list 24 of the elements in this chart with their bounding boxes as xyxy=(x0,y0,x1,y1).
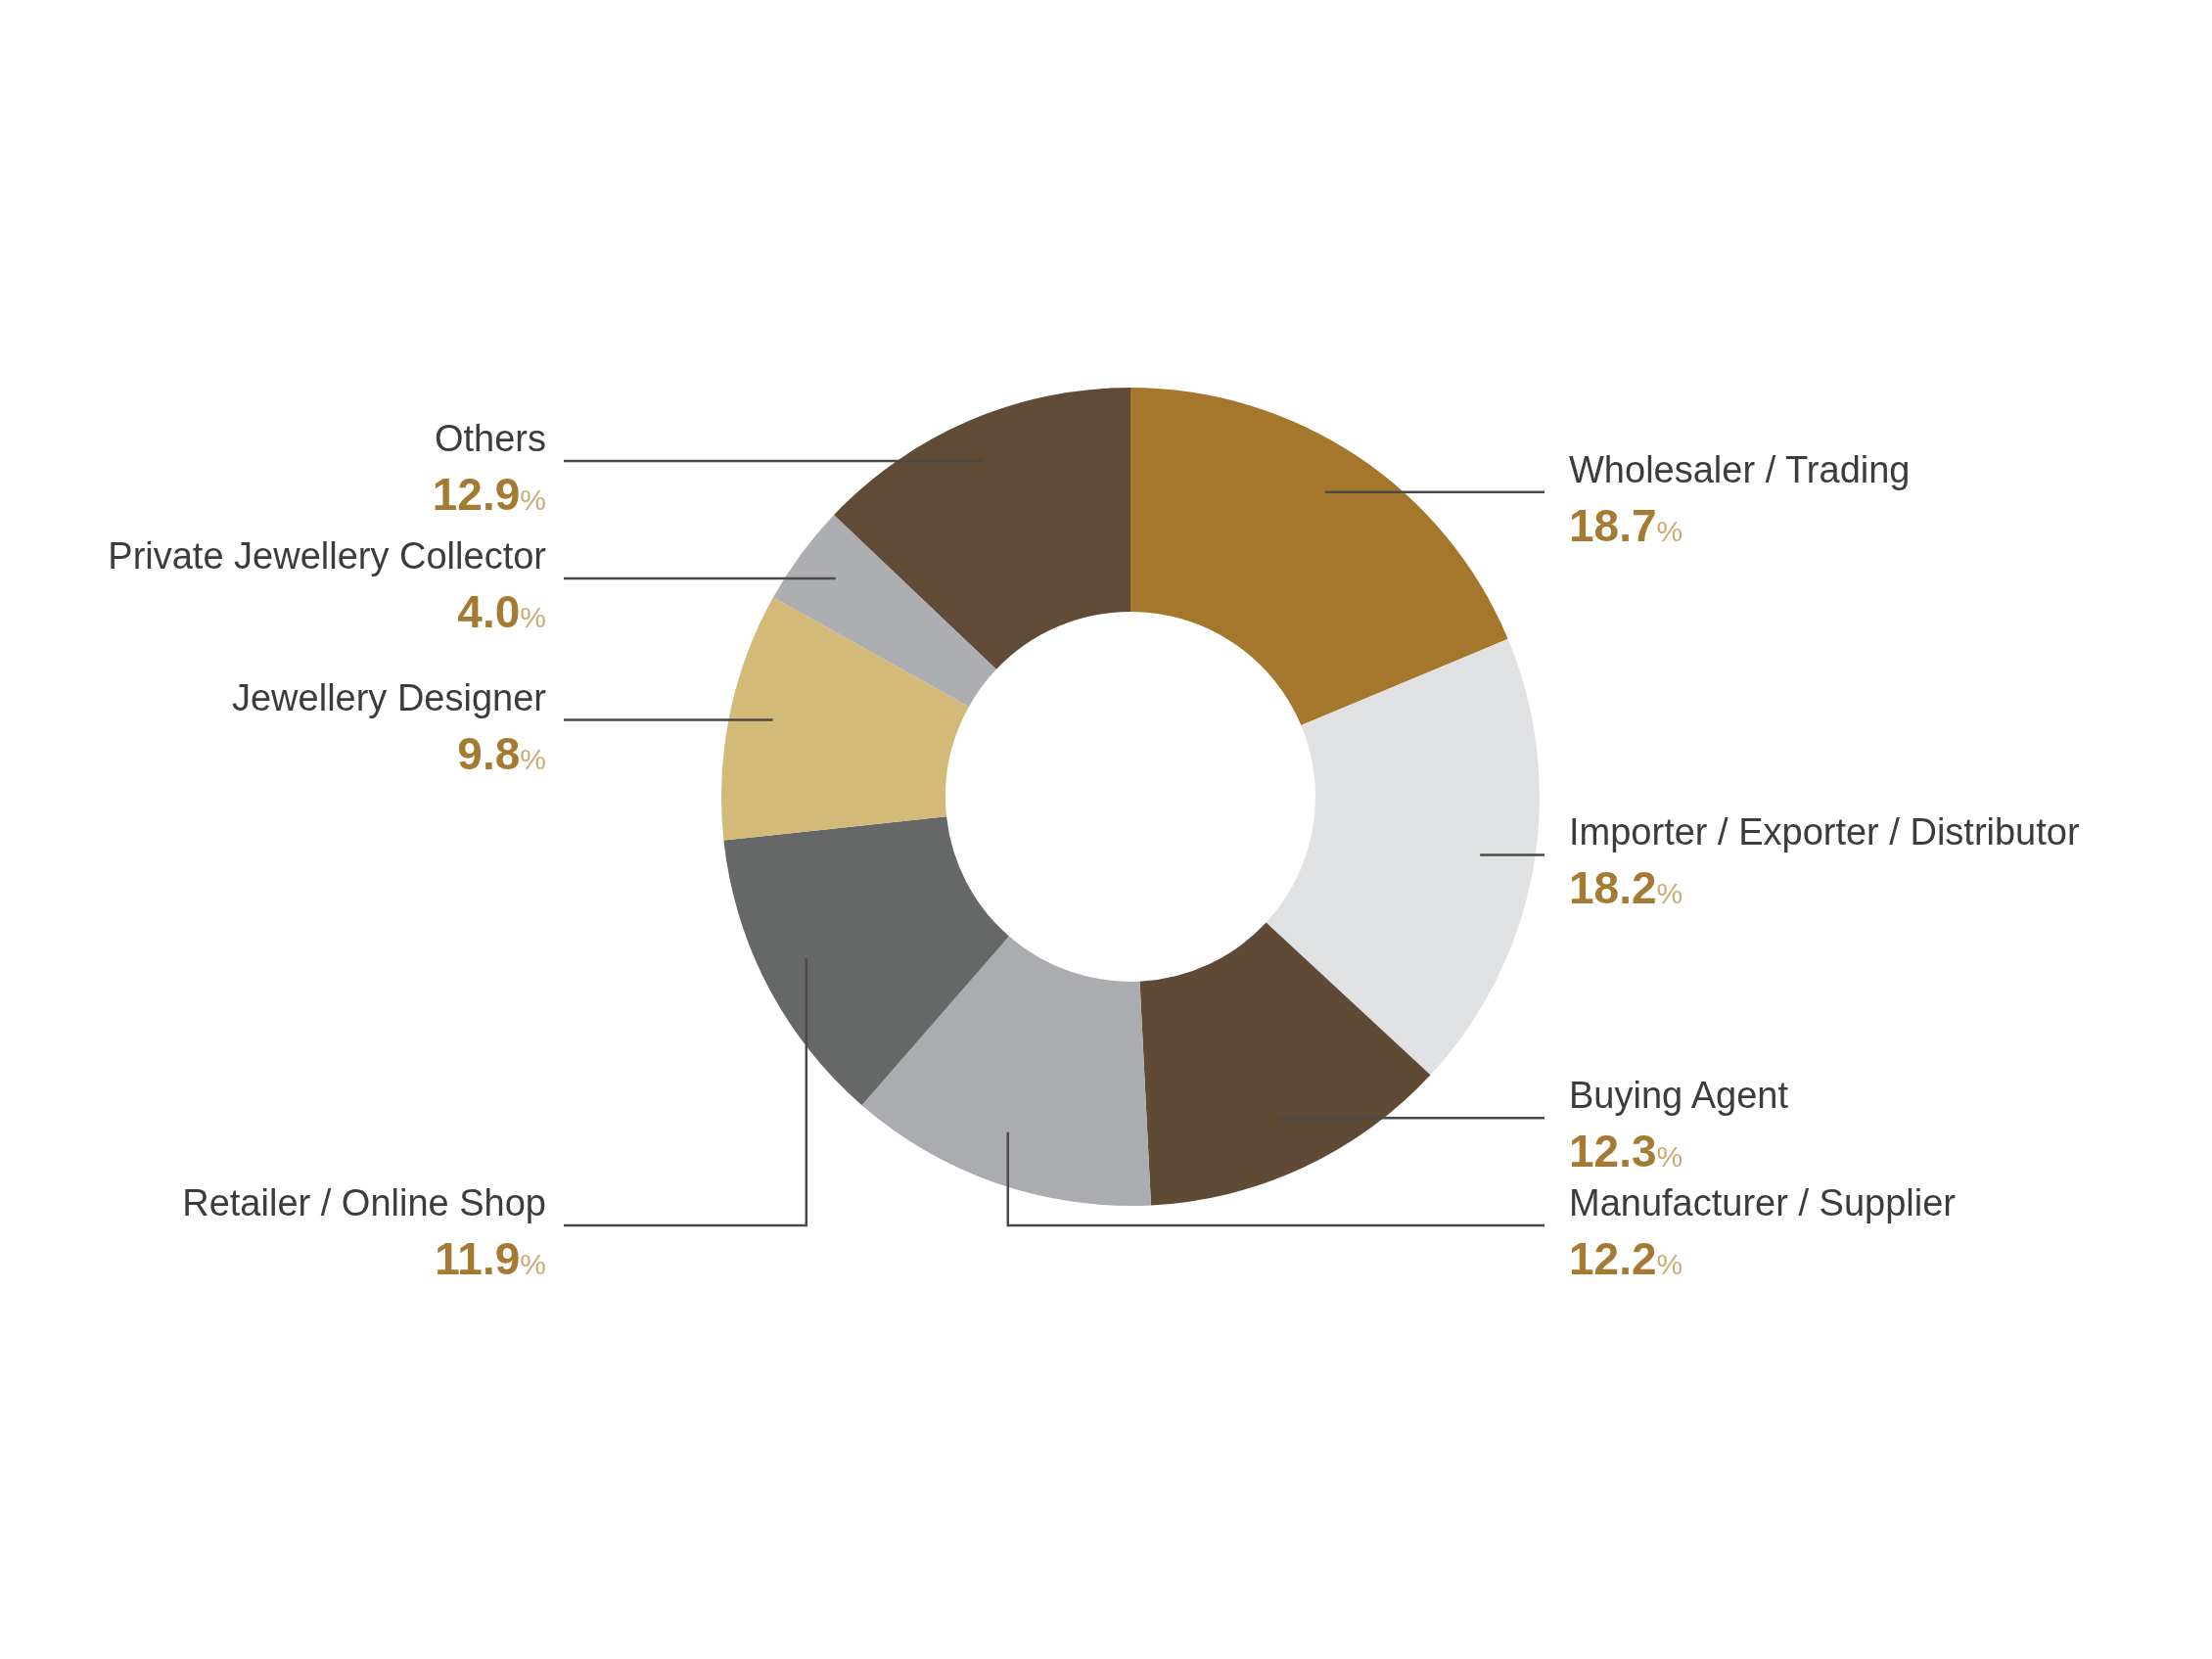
slice-label: Jewellery Designer xyxy=(231,676,547,718)
slice-label: Retailer / Online Shop xyxy=(182,1182,546,1223)
data-label: 11.9% xyxy=(435,1233,546,1284)
donut-slice xyxy=(1130,388,1508,726)
slice-label: Wholesaler / Trading xyxy=(1569,448,1911,490)
data-label: 18.7% xyxy=(1569,499,1683,551)
data-label: 12.9% xyxy=(432,468,546,520)
donut-slice xyxy=(772,514,997,707)
slice-label: Private Jewellery Collector xyxy=(108,534,547,576)
data-label: 12.3% xyxy=(1569,1126,1683,1177)
donut-slice xyxy=(721,597,969,841)
slice-label: Buying Agent xyxy=(1569,1075,1789,1117)
donut-slice xyxy=(834,388,1130,669)
slice-label: Others xyxy=(434,417,546,459)
data-label: 18.2% xyxy=(1569,862,1683,914)
donut-slice xyxy=(1266,638,1540,1076)
donut-slice xyxy=(1139,922,1431,1206)
slice-label: Manufacturer / Supplier xyxy=(1569,1182,1957,1223)
data-label: 9.8% xyxy=(457,727,546,779)
slice-label: Importer / Exporter / Distributor xyxy=(1569,811,2080,853)
data-label: 12.2% xyxy=(1569,1233,1683,1284)
donut-slice xyxy=(861,936,1151,1206)
data-label: 4.0% xyxy=(457,585,546,637)
donut-slice xyxy=(723,816,1009,1106)
